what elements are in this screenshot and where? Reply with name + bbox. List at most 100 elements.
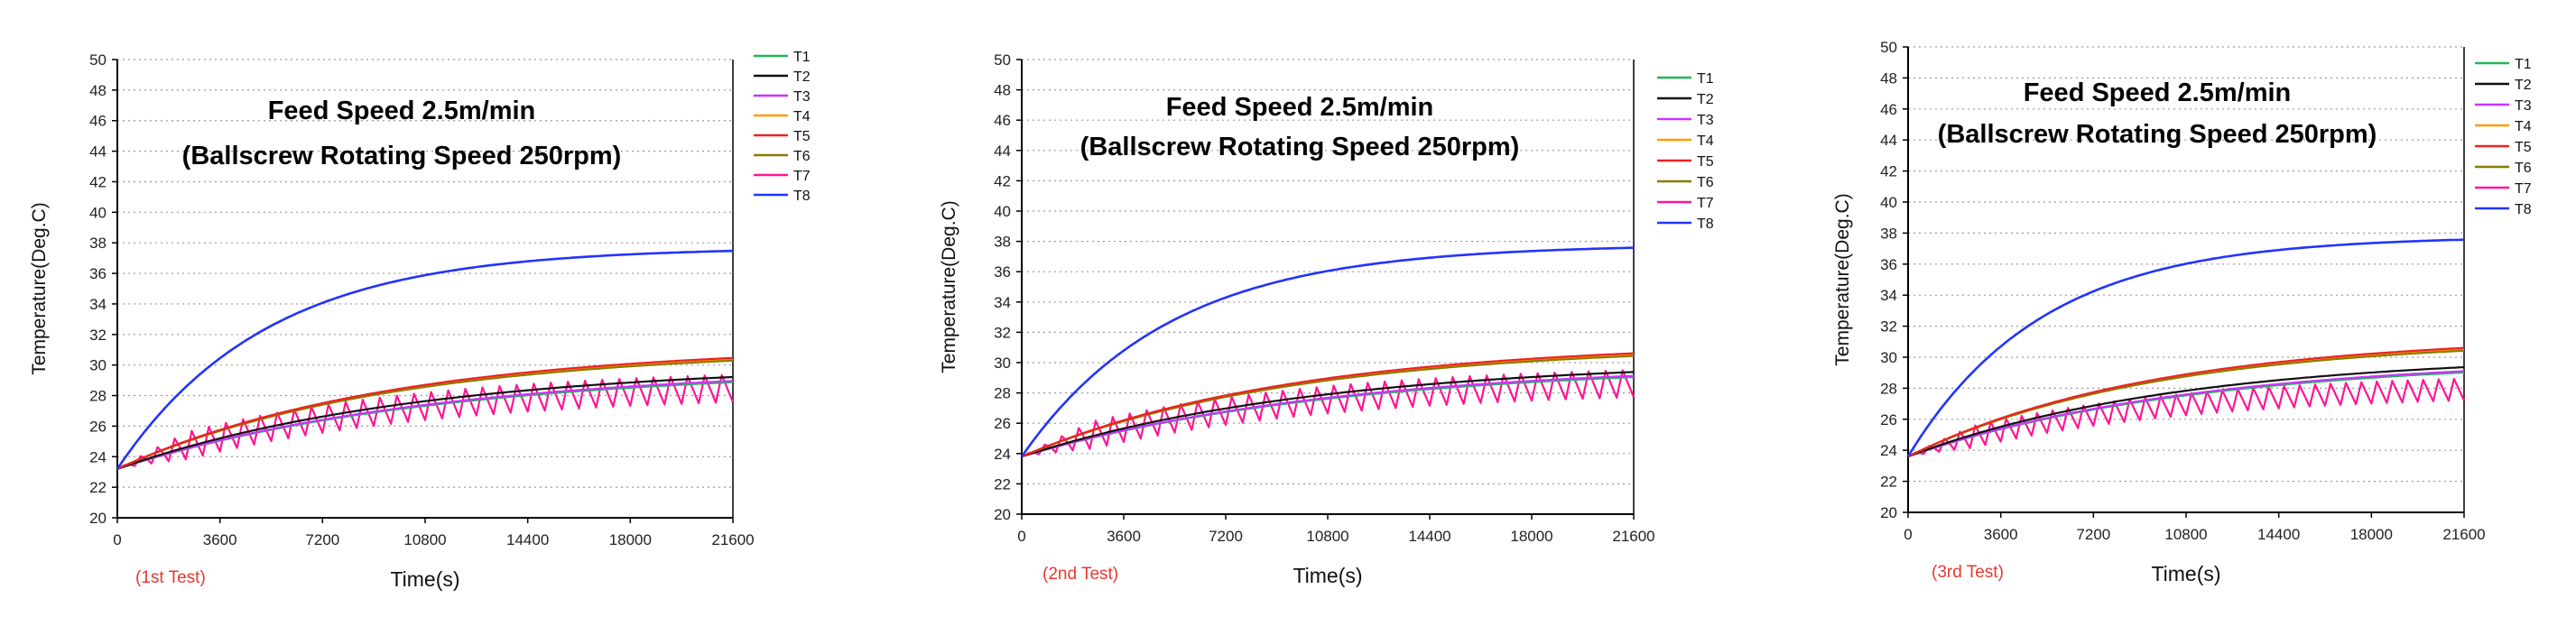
y-tick-label: 40 bbox=[1880, 194, 1897, 211]
series-line-t7 bbox=[1021, 369, 1635, 458]
y-tick-label: 36 bbox=[994, 263, 1011, 281]
chart-panel-3: 20 22 24 26 28 30 32 34 36 38 40 42 44 46 48 50 0 3600 720… bbox=[1832, 39, 2532, 585]
series-line-t5 bbox=[1907, 346, 2465, 458]
x-tick-label: 0 bbox=[1904, 526, 1912, 543]
y-tick-label: 34 bbox=[994, 294, 1011, 311]
legend-label-t5: T5 bbox=[1697, 154, 1714, 170]
y-tick-label: 22 bbox=[994, 475, 1011, 493]
series-line-t8 bbox=[1906, 238, 2465, 457]
x-tick-label: 21600 bbox=[711, 531, 754, 548]
y-tick-label: 50 bbox=[89, 51, 107, 69]
x-tick-label: 14400 bbox=[2257, 526, 2300, 543]
y-tick-label: 40 bbox=[994, 203, 1011, 220]
y-tick-label: 44 bbox=[1880, 132, 1897, 149]
series-line-t7 bbox=[1907, 377, 2465, 458]
legend-label-t3: T3 bbox=[793, 89, 811, 105]
legend-label-t5: T5 bbox=[793, 129, 811, 144]
x-tick-label: 7200 bbox=[1209, 528, 1243, 545]
legend-label-t2: T2 bbox=[2515, 78, 2532, 93]
legend-label-t1: T1 bbox=[793, 50, 811, 65]
legend-label-t7: T7 bbox=[1697, 196, 1714, 211]
x-tick-label: 10800 bbox=[403, 531, 446, 548]
legend: T1 T2 T3 T4 T5 T6 T7 T8 bbox=[1657, 71, 1714, 232]
y-tick-label: 30 bbox=[1880, 349, 1897, 366]
legend-label-t4: T4 bbox=[793, 109, 811, 124]
x-tick-label: 7200 bbox=[305, 531, 339, 548]
x-tick-label: 3600 bbox=[1107, 528, 1141, 545]
test-label: (2nd Test) bbox=[1042, 565, 1118, 584]
y-tick-label: 28 bbox=[1880, 380, 1897, 397]
y-tick-label: 42 bbox=[1880, 163, 1897, 180]
legend-label-t3: T3 bbox=[1697, 113, 1714, 128]
series-line-t2 bbox=[116, 375, 734, 470]
y-tick-label: 24 bbox=[1880, 442, 1897, 459]
x-tick-label: 0 bbox=[1017, 528, 1025, 545]
x-axis-label: Time(s) bbox=[1293, 564, 1362, 587]
y-tick-label: 50 bbox=[1880, 39, 1897, 56]
y-tick-label: 34 bbox=[89, 296, 107, 313]
x-tick-label: 21600 bbox=[1612, 528, 1654, 545]
y-tick-label: 36 bbox=[1880, 256, 1897, 273]
series-line-t4 bbox=[1021, 354, 1635, 458]
x-axis-label: Time(s) bbox=[2151, 562, 2220, 585]
series-line-t8 bbox=[116, 249, 734, 470]
legend-label-t1: T1 bbox=[1697, 71, 1714, 87]
y-tick-label: 48 bbox=[89, 82, 107, 99]
x-tick-label: 21600 bbox=[2442, 526, 2485, 543]
x-tick-label: 10800 bbox=[2164, 526, 2207, 543]
y-tick-label: 26 bbox=[1880, 411, 1897, 428]
y-tick-label: 32 bbox=[1880, 318, 1897, 336]
y-tick-label: 50 bbox=[994, 51, 1011, 69]
legend-label-t7: T7 bbox=[793, 169, 811, 184]
y-tick-label: 44 bbox=[89, 143, 107, 161]
legend-label-t3: T3 bbox=[2515, 98, 2532, 114]
y-tick-label: 42 bbox=[89, 173, 107, 190]
y-tick-label: 38 bbox=[89, 235, 107, 252]
legend-label-t1: T1 bbox=[2515, 57, 2532, 72]
legend-label-t2: T2 bbox=[793, 69, 811, 85]
legend-label-t7: T7 bbox=[2515, 181, 2532, 197]
legend-label-t8: T8 bbox=[1697, 216, 1714, 232]
y-tick-label: 22 bbox=[89, 479, 107, 496]
x-tick-label: 14400 bbox=[506, 531, 549, 548]
y-tick-label: 48 bbox=[1880, 69, 1897, 87]
y-tick-label: 22 bbox=[1880, 474, 1897, 491]
y-tick-label: 24 bbox=[994, 446, 1011, 463]
x-tick-label: 7200 bbox=[2076, 526, 2110, 543]
x-tick-label: 3600 bbox=[203, 531, 237, 548]
y-tick-label: 46 bbox=[994, 112, 1011, 129]
y-tick-label: 20 bbox=[1880, 504, 1897, 521]
y-tick-label: 42 bbox=[994, 172, 1011, 189]
x-tick-label: 3600 bbox=[1984, 526, 2018, 543]
y-axis-label: Temperature(Deg.C) bbox=[29, 202, 50, 374]
chart-title: Feed Speed 2.5m/min bbox=[1166, 93, 1434, 122]
series-line-t4 bbox=[116, 358, 734, 470]
legend: T1 T2 T3 T4 T5 T6 T7 T8 bbox=[754, 50, 811, 204]
legend: T1 T2 T3 T4 T5 T6 T7 T8 bbox=[2475, 57, 2532, 217]
x-tick-label: 18000 bbox=[2350, 526, 2393, 543]
x-tick-label: 10800 bbox=[1306, 528, 1348, 545]
y-tick-label: 32 bbox=[994, 324, 1011, 341]
y-tick-label: 20 bbox=[89, 510, 107, 527]
x-tick-label: 18000 bbox=[609, 531, 652, 548]
y-tick-label: 20 bbox=[994, 506, 1011, 523]
chart-title: Feed Speed 2.5m/min bbox=[268, 97, 536, 125]
legend-label-t6: T6 bbox=[1697, 175, 1714, 190]
series-line-t4 bbox=[1907, 348, 2465, 458]
test-label: (3rd Test) bbox=[1932, 563, 2004, 582]
y-tick-label: 34 bbox=[1880, 287, 1897, 304]
legend-label-t4: T4 bbox=[1697, 134, 1714, 149]
chart-panel-2: 20 22 24 26 28 30 32 34 36 38 40 42 44 46 48 50 0 3600 720… bbox=[939, 51, 1714, 587]
y-tick-label: 48 bbox=[994, 82, 1011, 99]
series-line-t2 bbox=[1907, 366, 2465, 458]
legend-label-t4: T4 bbox=[2515, 119, 2532, 134]
y-tick-label: 28 bbox=[89, 388, 107, 405]
legend-label-t8: T8 bbox=[793, 189, 811, 204]
chart-subtitle: (Ballscrew Rotating Speed 250rpm) bbox=[1080, 133, 1520, 161]
y-tick-label: 44 bbox=[994, 143, 1011, 160]
y-tick-label: 40 bbox=[89, 204, 107, 221]
series-line-t5 bbox=[1021, 352, 1635, 458]
y-axis-label: Temperature(Deg.C) bbox=[939, 200, 959, 373]
y-tick-label: 24 bbox=[89, 448, 107, 465]
